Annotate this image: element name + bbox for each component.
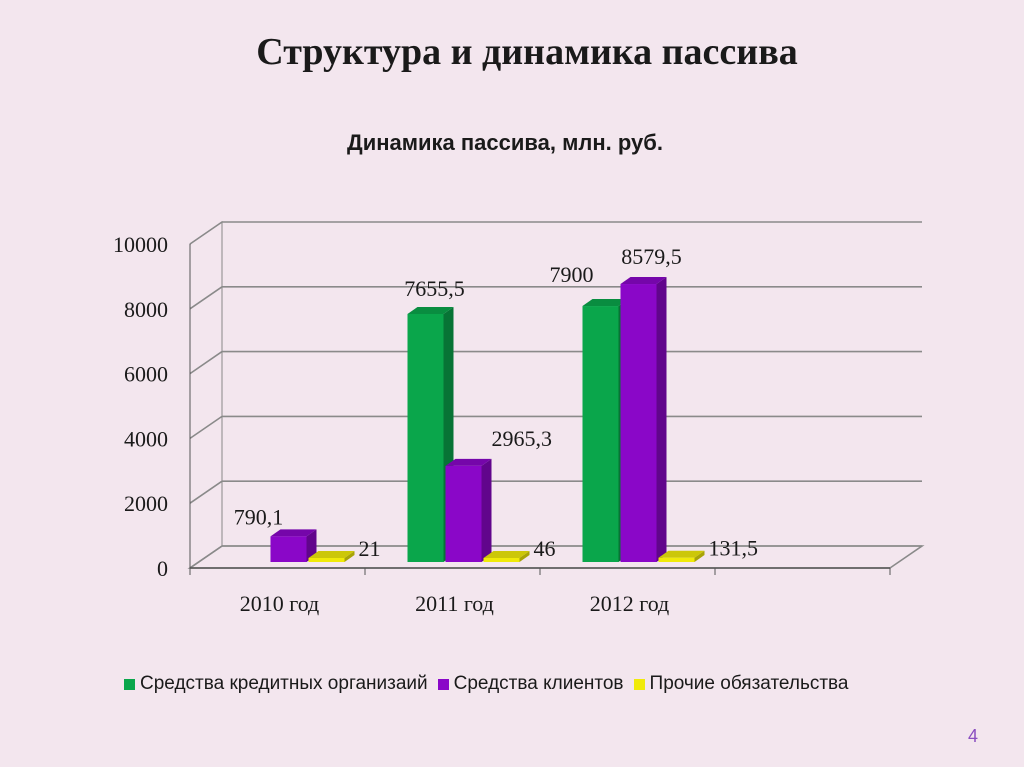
bar-top [445, 458, 492, 466]
bar-side [481, 458, 492, 562]
gridline [189, 480, 922, 504]
legend-swatch-yellow [633, 678, 645, 690]
bar [582, 306, 619, 562]
bar-top [483, 551, 530, 558]
bar-top [620, 277, 667, 285]
data-label: 131,5 [709, 536, 759, 561]
data-label: 2965,3 [492, 426, 553, 451]
legend-item-other: Прочие обязательства [633, 673, 849, 695]
y-tick-label: 8000 [124, 297, 168, 322]
left-wall [189, 221, 223, 569]
legend-label-credit-orgs: Средства кредитных организаий [140, 673, 428, 694]
bar-top [407, 306, 454, 314]
x-tick-label: 2010 год [240, 591, 320, 616]
bar-side [656, 277, 667, 562]
bar-side [306, 529, 317, 562]
gridline [189, 415, 922, 440]
chart-legend: Средства кредитных организаий Средства к… [124, 672, 849, 696]
data-label: 21 [359, 536, 381, 561]
bar [483, 558, 520, 562]
bar [270, 536, 307, 562]
gridline [189, 350, 922, 375]
x-tick-label: 2012 год [590, 591, 670, 616]
bar [308, 558, 345, 562]
bar-top [658, 550, 705, 558]
data-label: 7655,5 [404, 276, 465, 301]
legend-item-clients: Средства клиентов [437, 673, 624, 695]
data-label: 46 [534, 536, 556, 561]
legend-swatch-purple [437, 678, 449, 690]
bar [445, 465, 482, 562]
bar [407, 313, 444, 562]
chart-title: Динамика пассива, млн. руб. [347, 130, 663, 155]
bar [658, 557, 695, 562]
data-label: 7900 [550, 262, 594, 287]
x-tick-label: 2011 год [415, 591, 494, 616]
slide-title: Структура и динамика пассива [256, 31, 798, 73]
y-tick-label: 0 [157, 556, 168, 581]
data-label: 790,1 [234, 504, 284, 529]
bar-top [270, 529, 317, 537]
y-tick-label: 2000 [124, 491, 168, 516]
data-label: 8579,5 [621, 244, 682, 269]
legend-label-other: Прочие обязательства [649, 673, 849, 694]
bar-top [308, 551, 355, 558]
y-tick-label: 4000 [124, 426, 168, 451]
bar-side [519, 551, 530, 562]
legend-swatch-green [124, 678, 135, 690]
gridline [189, 285, 922, 310]
bar-side [344, 551, 355, 562]
y-tick-label: 10000 [113, 232, 168, 257]
bar-side [694, 550, 705, 562]
gridline [189, 221, 922, 245]
page-number: 4 [968, 726, 979, 746]
legend-label-clients: Средства клиентов [453, 673, 624, 694]
legend-item-credit-orgs: Средства кредитных организаий [124, 673, 428, 695]
bar [620, 284, 657, 562]
y-tick-label: 6000 [124, 362, 168, 387]
bar-top [582, 299, 629, 307]
